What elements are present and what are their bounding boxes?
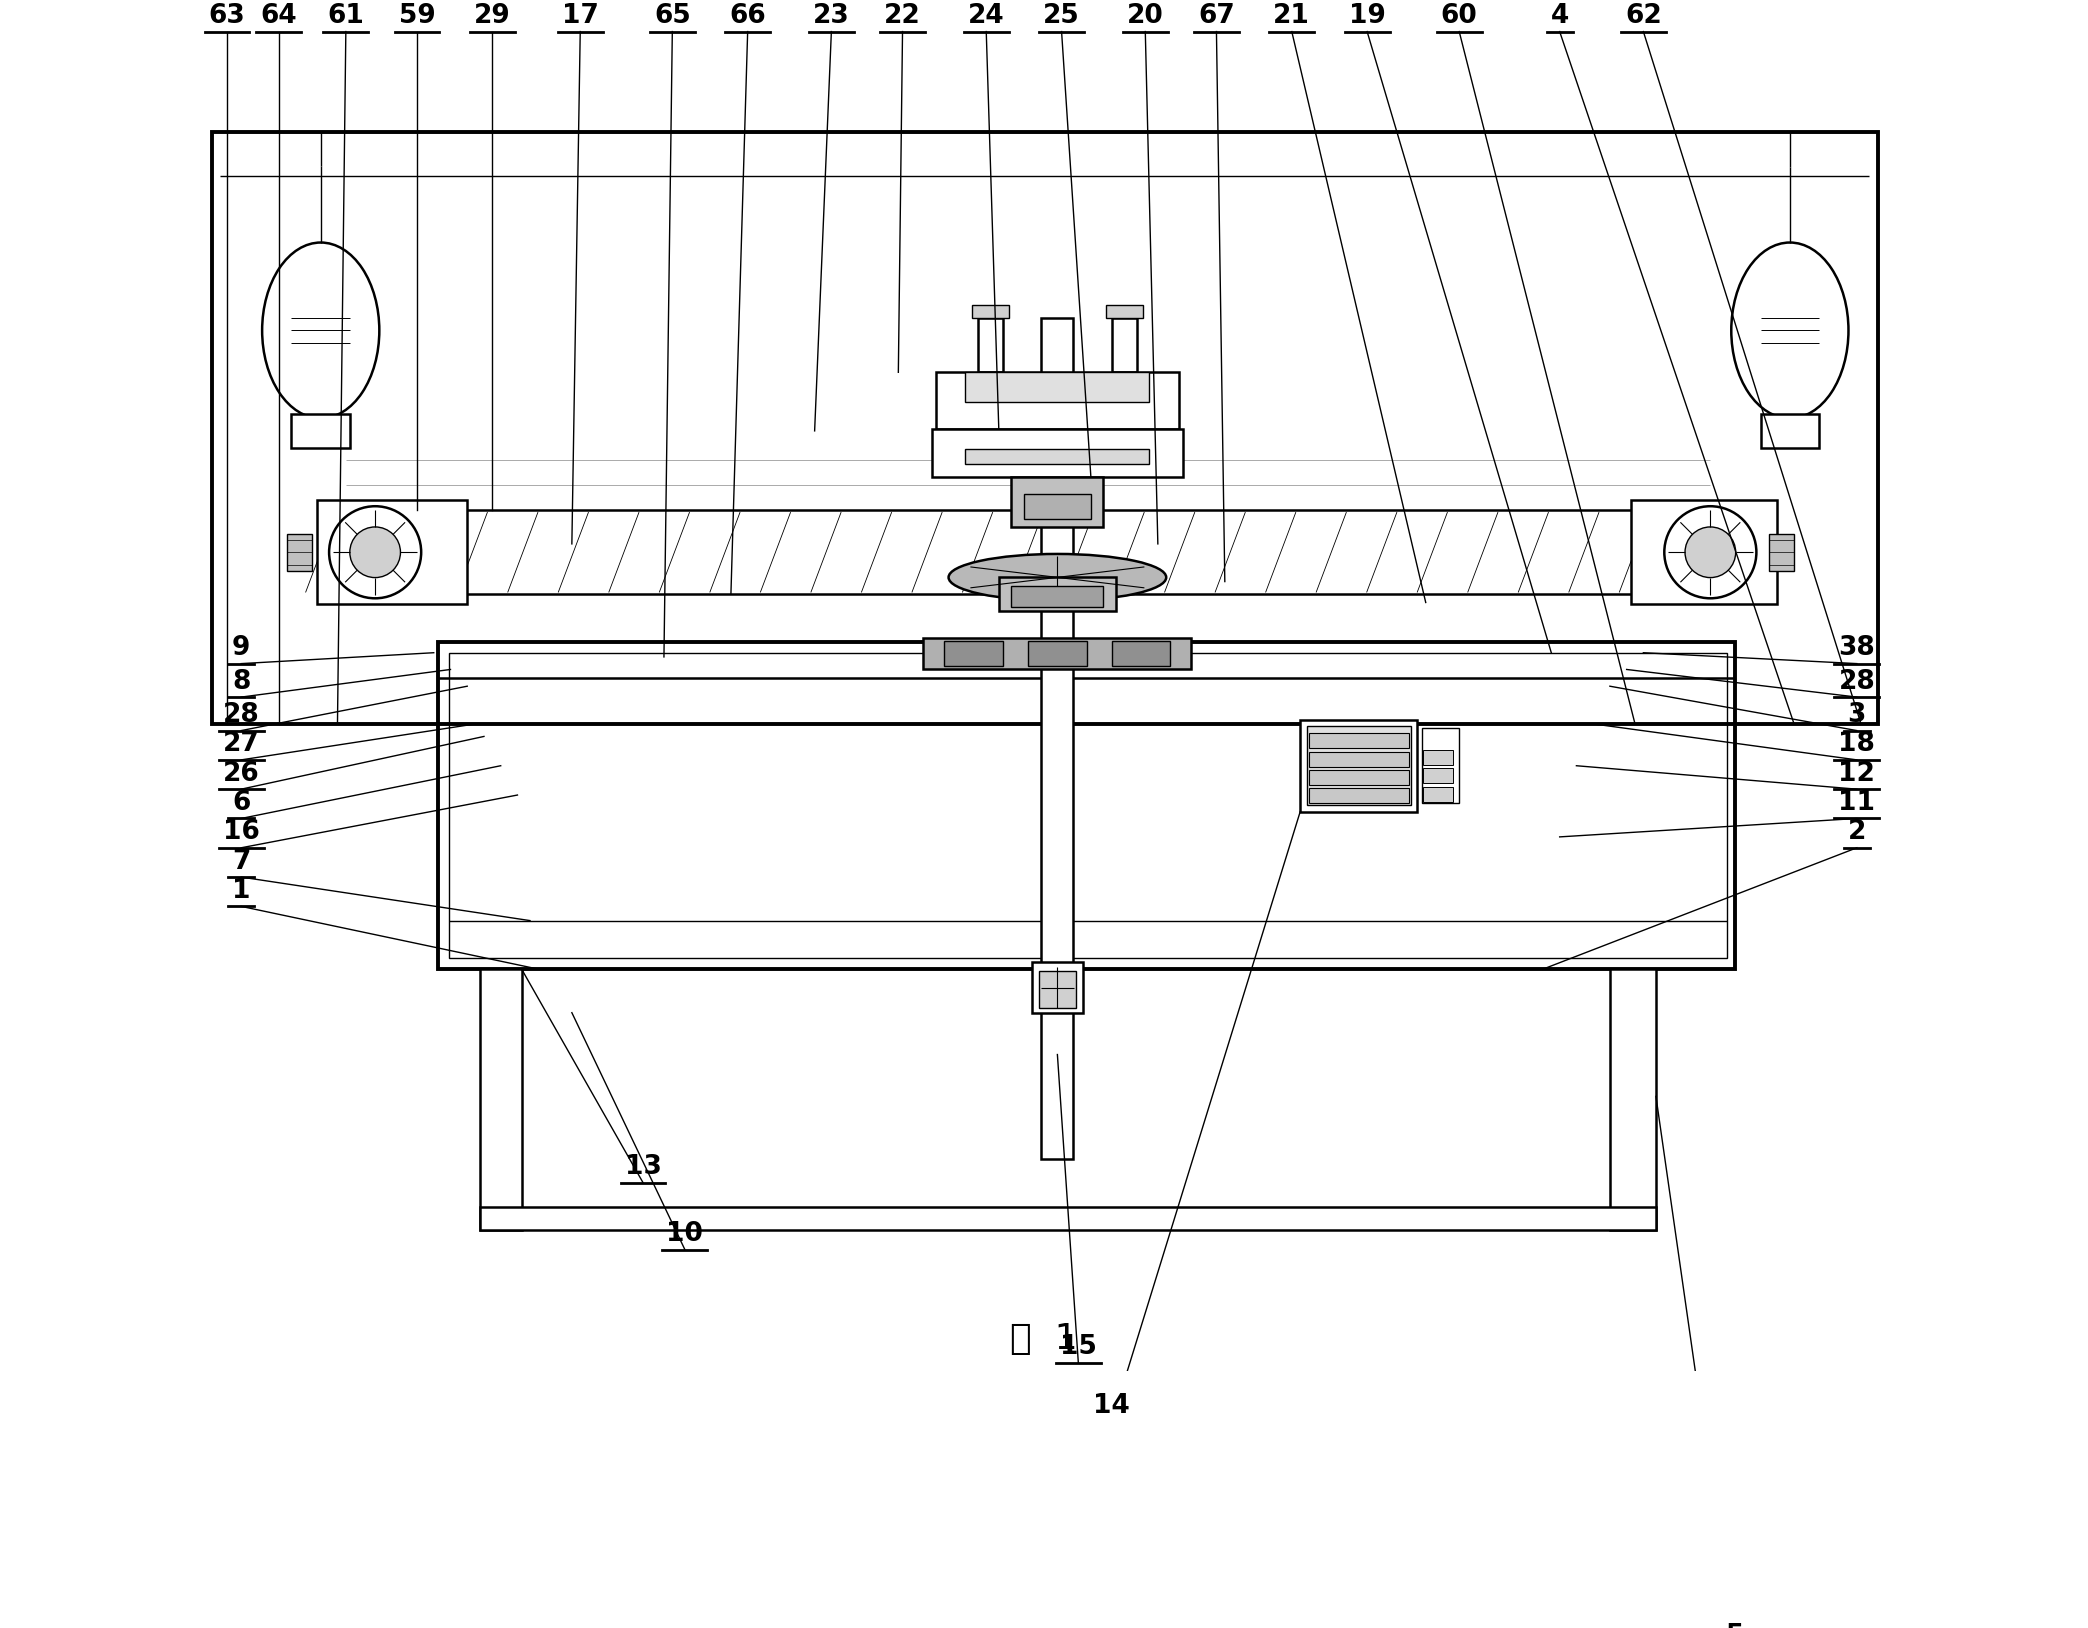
Text: 25: 25 bbox=[1044, 3, 1079, 29]
Bar bbox=[288, 534, 313, 571]
Text: 3: 3 bbox=[1848, 702, 1867, 728]
Text: 20: 20 bbox=[1128, 3, 1163, 29]
Text: 13: 13 bbox=[624, 1154, 662, 1180]
Text: 图  1: 图 1 bbox=[1011, 1322, 1077, 1356]
Text: 29: 29 bbox=[474, 3, 512, 29]
Bar bbox=[923, 638, 1192, 669]
Bar bbox=[965, 373, 1150, 402]
Bar bbox=[322, 511, 1735, 594]
Bar bbox=[1422, 728, 1460, 803]
Text: 61: 61 bbox=[328, 3, 363, 29]
Text: 28: 28 bbox=[223, 702, 259, 728]
Bar bbox=[977, 317, 1002, 373]
Circle shape bbox=[330, 506, 422, 599]
Text: 4: 4 bbox=[1551, 3, 1568, 29]
Bar bbox=[317, 500, 468, 604]
Text: 19: 19 bbox=[1349, 3, 1386, 29]
Ellipse shape bbox=[948, 554, 1167, 601]
Text: 1: 1 bbox=[232, 877, 251, 904]
Ellipse shape bbox=[263, 243, 380, 418]
Bar bbox=[1023, 493, 1090, 519]
Bar bbox=[1011, 477, 1102, 527]
Bar bbox=[449, 653, 1727, 959]
Text: 12: 12 bbox=[1837, 760, 1875, 786]
Text: 62: 62 bbox=[1624, 3, 1662, 29]
Text: 2: 2 bbox=[1848, 819, 1867, 845]
Text: 11: 11 bbox=[1837, 790, 1875, 816]
Circle shape bbox=[351, 527, 401, 578]
Ellipse shape bbox=[1731, 243, 1848, 418]
Text: 16: 16 bbox=[223, 819, 259, 845]
Text: 17: 17 bbox=[562, 3, 599, 29]
Bar bbox=[1042, 317, 1073, 1159]
Text: 8: 8 bbox=[232, 669, 251, 695]
Bar bbox=[965, 449, 1150, 464]
Bar bbox=[1309, 752, 1409, 767]
Bar bbox=[931, 430, 1184, 477]
Bar bbox=[1031, 962, 1082, 1013]
Bar bbox=[935, 373, 1180, 430]
Bar bbox=[1309, 733, 1409, 749]
Bar bbox=[1424, 751, 1453, 765]
Bar bbox=[998, 578, 1115, 610]
Bar bbox=[1301, 720, 1418, 812]
Text: 38: 38 bbox=[1837, 635, 1875, 661]
Bar bbox=[973, 306, 1009, 317]
Text: 60: 60 bbox=[1441, 3, 1478, 29]
Text: 15: 15 bbox=[1061, 1333, 1096, 1359]
Text: 22: 22 bbox=[883, 3, 921, 29]
Text: 64: 64 bbox=[261, 3, 296, 29]
Bar bbox=[1107, 306, 1142, 317]
Bar bbox=[1631, 500, 1777, 604]
Bar bbox=[1424, 786, 1453, 801]
Bar bbox=[1111, 317, 1138, 373]
Text: 14: 14 bbox=[1094, 1392, 1130, 1418]
Text: 66: 66 bbox=[729, 3, 766, 29]
Text: 10: 10 bbox=[666, 1221, 704, 1247]
Bar bbox=[1307, 726, 1411, 806]
Text: 9: 9 bbox=[232, 635, 251, 661]
Bar bbox=[1760, 414, 1819, 448]
Text: 26: 26 bbox=[223, 760, 259, 786]
Text: 59: 59 bbox=[399, 3, 436, 29]
Text: 5: 5 bbox=[1727, 1623, 1746, 1628]
Text: 63: 63 bbox=[209, 3, 246, 29]
Bar bbox=[1027, 641, 1086, 666]
Bar bbox=[1610, 969, 1656, 1231]
Text: 67: 67 bbox=[1199, 3, 1234, 29]
Bar bbox=[292, 414, 351, 448]
Bar bbox=[1309, 788, 1409, 803]
Text: 6: 6 bbox=[232, 790, 251, 816]
Text: 65: 65 bbox=[654, 3, 691, 29]
Bar bbox=[1424, 768, 1453, 783]
Text: 21: 21 bbox=[1274, 3, 1311, 29]
Text: 23: 23 bbox=[812, 3, 850, 29]
Bar bbox=[1111, 641, 1171, 666]
Bar bbox=[480, 969, 522, 1231]
Bar bbox=[211, 132, 1877, 724]
Text: 24: 24 bbox=[969, 3, 1004, 29]
Text: 18: 18 bbox=[1837, 731, 1875, 757]
Bar bbox=[1011, 586, 1102, 607]
Text: 7: 7 bbox=[232, 848, 251, 874]
Bar bbox=[944, 641, 1002, 666]
Circle shape bbox=[1685, 527, 1735, 578]
Text: 27: 27 bbox=[223, 731, 259, 757]
Bar bbox=[1040, 970, 1075, 1008]
Bar bbox=[438, 641, 1735, 969]
Bar bbox=[1309, 770, 1409, 785]
Bar bbox=[1769, 534, 1794, 571]
Text: 28: 28 bbox=[1837, 669, 1875, 695]
Circle shape bbox=[1664, 506, 1756, 599]
Bar bbox=[480, 1206, 1656, 1231]
